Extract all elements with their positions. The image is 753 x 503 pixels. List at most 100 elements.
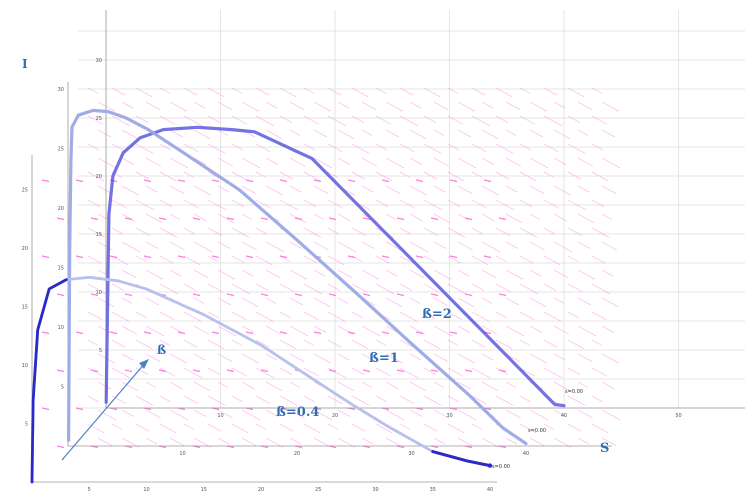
field-arrow — [87, 227, 106, 238]
field-arrow — [529, 185, 545, 195]
field-arrow — [313, 213, 325, 220]
field-arrow — [313, 129, 328, 138]
field-arrow — [327, 395, 343, 405]
field-arrow — [327, 367, 347, 379]
field-arrow — [241, 353, 260, 364]
field-arrow — [159, 199, 173, 207]
field-arrow — [385, 129, 400, 138]
x-tick-label: 40 — [523, 451, 529, 457]
field-arrow — [361, 325, 381, 337]
field-arrow — [87, 395, 100, 403]
field-arrow — [231, 199, 245, 207]
field-arrow-short — [396, 217, 405, 221]
field-arrow — [265, 129, 283, 140]
field-arrow — [255, 283, 269, 291]
field-arrow — [241, 101, 260, 112]
field-arrow — [375, 171, 393, 182]
field-arrow — [255, 339, 270, 348]
field-arrow — [375, 115, 392, 125]
field-arrow — [289, 269, 308, 280]
field-arrow — [505, 157, 522, 167]
field-arrow — [289, 157, 306, 167]
field-arrow — [121, 129, 139, 140]
field-arrow — [207, 143, 226, 154]
field-arrow — [543, 199, 560, 209]
field-arrow — [169, 101, 188, 112]
field-arrow — [289, 241, 303, 249]
field-arrow — [135, 423, 150, 432]
field-arrow — [433, 129, 445, 136]
field-arrow-short — [396, 369, 405, 373]
field-arrow — [447, 311, 463, 321]
field-arrow — [543, 115, 563, 127]
field-arrow — [399, 395, 415, 405]
field-arrow-short — [226, 293, 235, 297]
field-arrow — [313, 101, 332, 112]
field-arrow-short — [245, 331, 254, 335]
field-arrow — [457, 381, 472, 390]
field-arrow-short — [226, 369, 235, 373]
field-arrow-short — [347, 179, 356, 183]
field-arrow — [145, 353, 161, 363]
field-arrow — [217, 381, 229, 388]
field-arrow — [591, 339, 603, 346]
field-arrow — [591, 395, 604, 403]
field-arrow — [121, 185, 140, 196]
depth-axis-title: ß — [157, 343, 166, 357]
field-arrow — [553, 129, 571, 140]
field-arrow-short — [41, 331, 50, 335]
field-arrow — [505, 437, 518, 445]
field-arrow — [399, 311, 418, 322]
field-arrow — [145, 381, 157, 388]
field-arrow — [351, 115, 365, 123]
end-label-beta-1: s=0.00 — [528, 428, 546, 434]
field-arrow — [577, 269, 596, 280]
end-label-beta-2: s=0.00 — [565, 389, 583, 395]
field-arrow — [135, 143, 154, 154]
field-arrow — [529, 101, 548, 112]
field-arrow — [265, 241, 285, 253]
field-arrow — [265, 185, 284, 196]
tick-labels: 10 20 30 40 50 5 10 15 20 25 30 10 20 30 40 5 10 15 20 25 30… — [22, 58, 682, 493]
field-arrow — [87, 339, 99, 346]
field-arrow — [601, 297, 619, 308]
field-arrow-short — [279, 255, 288, 259]
trajectory-curves — [30, 108, 566, 484]
field-arrow — [255, 87, 270, 96]
field-arrow — [433, 409, 450, 419]
field-arrow-short — [415, 255, 424, 259]
field-arrow — [193, 101, 206, 109]
field-arrow — [135, 255, 147, 262]
field-arrow — [399, 87, 414, 96]
field-arrow — [601, 101, 620, 112]
field-arrow — [169, 409, 189, 421]
field-arrow — [97, 437, 113, 447]
field-arrow — [255, 395, 271, 405]
y-tick-label: 25 — [58, 147, 64, 153]
field-arrow — [97, 409, 117, 421]
field-arrow — [169, 129, 184, 138]
field-arrow — [567, 199, 587, 211]
field-arrow — [577, 157, 594, 167]
x-tick-label: 10 — [143, 487, 149, 493]
field-arrow — [231, 87, 243, 94]
field-arrow — [255, 199, 272, 209]
field-arrow — [121, 325, 138, 335]
field-arrow — [577, 437, 590, 445]
field-arrow — [135, 311, 148, 319]
field-arrow — [423, 87, 441, 98]
field-arrow — [159, 255, 174, 264]
field-arrow — [217, 185, 230, 193]
field-arrow — [265, 269, 281, 279]
field-arrow — [265, 409, 279, 417]
field-arrow — [183, 227, 196, 235]
field-arrow — [375, 339, 387, 346]
field-arrow — [399, 227, 412, 235]
field-arrow — [217, 409, 234, 419]
field-arrow — [265, 325, 282, 335]
field-arrow — [375, 367, 392, 377]
field-arrow — [447, 395, 460, 403]
field-arrow — [145, 297, 160, 306]
field-arrow — [303, 423, 321, 434]
